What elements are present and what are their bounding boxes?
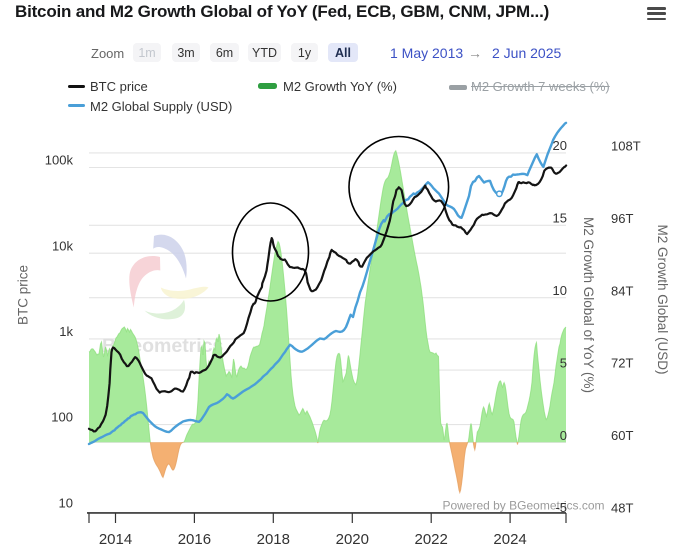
svg-text:Powered by BGeometrics.com: Powered by BGeometrics.com bbox=[442, 499, 604, 513]
svg-text:2016: 2016 bbox=[178, 531, 211, 548]
svg-text:M2 Growth Global of YoY (%): M2 Growth Global of YoY (%) bbox=[581, 217, 596, 393]
svg-text:10k: 10k bbox=[52, 239, 73, 254]
svg-text:-5: -5 bbox=[555, 500, 567, 515]
svg-text:2022: 2022 bbox=[415, 531, 448, 548]
svg-text:M2 Growth Global (USD): M2 Growth Global (USD) bbox=[655, 224, 670, 374]
svg-text:60T: 60T bbox=[611, 428, 633, 443]
svg-text:15: 15 bbox=[553, 211, 567, 226]
svg-text:96T: 96T bbox=[611, 211, 633, 226]
svg-text:1k: 1k bbox=[59, 324, 73, 339]
svg-text:100k: 100k bbox=[45, 153, 74, 168]
svg-text:72T: 72T bbox=[611, 356, 633, 371]
svg-text:5: 5 bbox=[560, 355, 567, 370]
svg-text:108T: 108T bbox=[611, 139, 641, 154]
svg-text:2018: 2018 bbox=[257, 531, 290, 548]
svg-text:10: 10 bbox=[59, 496, 73, 511]
svg-text:10: 10 bbox=[553, 283, 567, 298]
svg-text:20: 20 bbox=[553, 138, 567, 153]
svg-text:BTC price: BTC price bbox=[16, 265, 31, 325]
svg-text:48T: 48T bbox=[611, 501, 633, 516]
svg-text:2024: 2024 bbox=[493, 531, 526, 548]
svg-text:100: 100 bbox=[51, 410, 73, 425]
svg-text:84T: 84T bbox=[611, 283, 633, 298]
svg-text:2020: 2020 bbox=[336, 531, 369, 548]
svg-text:2014: 2014 bbox=[99, 531, 132, 548]
svg-text:0: 0 bbox=[560, 428, 567, 443]
